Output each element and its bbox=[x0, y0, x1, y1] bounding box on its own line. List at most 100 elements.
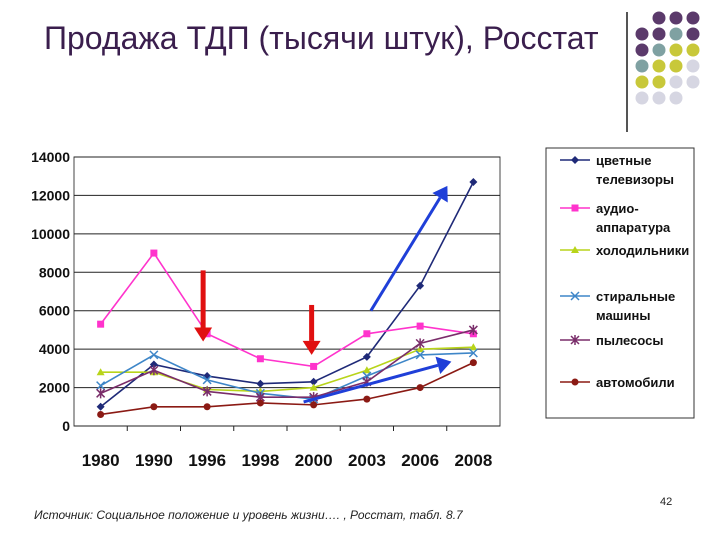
x-tick-label: 1998 bbox=[241, 451, 279, 470]
data-point bbox=[416, 322, 424, 330]
data-point bbox=[149, 360, 158, 369]
data-point bbox=[363, 330, 371, 338]
decor-dot bbox=[669, 43, 683, 57]
data-point bbox=[96, 402, 105, 411]
arrow-head bbox=[194, 327, 213, 342]
y-tick-label: 6000 bbox=[39, 303, 70, 319]
data-point bbox=[468, 348, 478, 358]
decor-dot bbox=[652, 11, 666, 25]
data-point bbox=[96, 388, 106, 399]
decor-dot bbox=[635, 59, 649, 73]
data-point bbox=[202, 375, 212, 385]
x-tick-label: 2000 bbox=[295, 451, 333, 470]
data-point bbox=[416, 281, 425, 290]
legend-entry: стиральные машины bbox=[560, 289, 675, 323]
arrow-shaft bbox=[369, 196, 442, 312]
slide-title: Продажа ТДП (тысячи штук), Росстат bbox=[44, 20, 599, 56]
arrow-head bbox=[435, 356, 452, 375]
data-point bbox=[468, 324, 478, 335]
arrow-head bbox=[302, 340, 321, 355]
blue-arrow-lower bbox=[303, 356, 452, 404]
y-tick-label: 10000 bbox=[31, 226, 70, 242]
decor-dot bbox=[652, 91, 666, 105]
y-tick-label: 14000 bbox=[31, 149, 70, 165]
data-point bbox=[362, 352, 371, 361]
legend-entry: аудио-аппаратура bbox=[560, 201, 671, 235]
data-point bbox=[149, 350, 159, 360]
data-point bbox=[256, 379, 265, 388]
series-пылесосы bbox=[96, 324, 478, 403]
data-point bbox=[256, 399, 264, 407]
x-tick-label: 2006 bbox=[401, 451, 439, 470]
series-холодильники bbox=[96, 343, 478, 395]
data-point bbox=[363, 395, 371, 403]
legend-label: холодильники bbox=[596, 243, 689, 258]
decor-dot bbox=[635, 43, 649, 57]
legend-label: стиральные машины bbox=[596, 289, 675, 323]
decor-dot bbox=[669, 91, 683, 105]
data-point bbox=[203, 403, 211, 411]
series-line bbox=[100, 329, 474, 398]
data-point bbox=[570, 335, 580, 345]
decor-dot bbox=[669, 11, 683, 25]
y-tick-label: 2000 bbox=[39, 380, 70, 396]
series-line bbox=[100, 361, 474, 416]
x-tick-label: 1990 bbox=[135, 451, 173, 470]
arrow-shaft bbox=[303, 363, 439, 404]
x-tick-label: 2003 bbox=[348, 451, 386, 470]
x-tick-label: 1996 bbox=[188, 451, 226, 470]
series-line bbox=[100, 352, 474, 400]
legend-box bbox=[545, 147, 695, 419]
decor-dot bbox=[669, 27, 683, 41]
legend-entry: автомобили bbox=[560, 375, 675, 390]
legend-entry: пылесосы bbox=[560, 333, 663, 348]
legend-entry: цветные телевизоры bbox=[560, 153, 674, 187]
decor-dot bbox=[652, 59, 666, 73]
decor-dot bbox=[686, 11, 700, 25]
blue-arrow-upper bbox=[369, 185, 448, 312]
y-tick-label: 0 bbox=[62, 418, 70, 434]
data-point bbox=[97, 410, 105, 418]
data-point bbox=[256, 355, 264, 363]
source-note: Источник: Социальное положение и уровень… bbox=[34, 508, 463, 522]
plot-area bbox=[73, 156, 501, 427]
data-point bbox=[310, 401, 318, 409]
data-point bbox=[96, 381, 106, 391]
data-point bbox=[96, 368, 105, 376]
y-tick-label: 12000 bbox=[31, 187, 70, 203]
series-line bbox=[99, 251, 474, 368]
data-point bbox=[416, 345, 425, 353]
decor-dot bbox=[635, 91, 649, 105]
legend-label: автомобили bbox=[596, 375, 675, 390]
legend-label: цветные телевизоры bbox=[596, 153, 674, 187]
series-line bbox=[100, 346, 474, 393]
legend-label: аудио-аппаратура bbox=[596, 201, 671, 235]
data-point bbox=[416, 384, 424, 392]
decor-dot bbox=[686, 75, 700, 89]
series-автомобили bbox=[97, 359, 477, 418]
data-point bbox=[309, 377, 318, 386]
data-point bbox=[570, 291, 580, 301]
data-point bbox=[415, 338, 425, 349]
x-tick-label: 1980 bbox=[82, 451, 120, 470]
data-point bbox=[150, 249, 158, 257]
decor-dot bbox=[669, 75, 683, 89]
data-point bbox=[309, 383, 318, 391]
data-point bbox=[362, 366, 371, 374]
decor-dot bbox=[669, 59, 683, 73]
decor-dot bbox=[635, 75, 649, 89]
data-point bbox=[149, 365, 159, 376]
title-divider bbox=[626, 12, 628, 132]
series-line bbox=[100, 181, 475, 408]
decor-dot bbox=[686, 43, 700, 57]
series-цветные-телевизоры bbox=[96, 177, 478, 411]
data-point bbox=[415, 350, 425, 360]
decor-dot bbox=[652, 75, 666, 89]
data-point bbox=[202, 386, 212, 397]
data-point bbox=[571, 378, 579, 386]
data-point bbox=[469, 177, 478, 186]
decorative-dot-grid bbox=[635, 11, 700, 105]
x-tick-label: 2008 bbox=[454, 451, 492, 470]
y-tick-label: 8000 bbox=[39, 264, 70, 280]
